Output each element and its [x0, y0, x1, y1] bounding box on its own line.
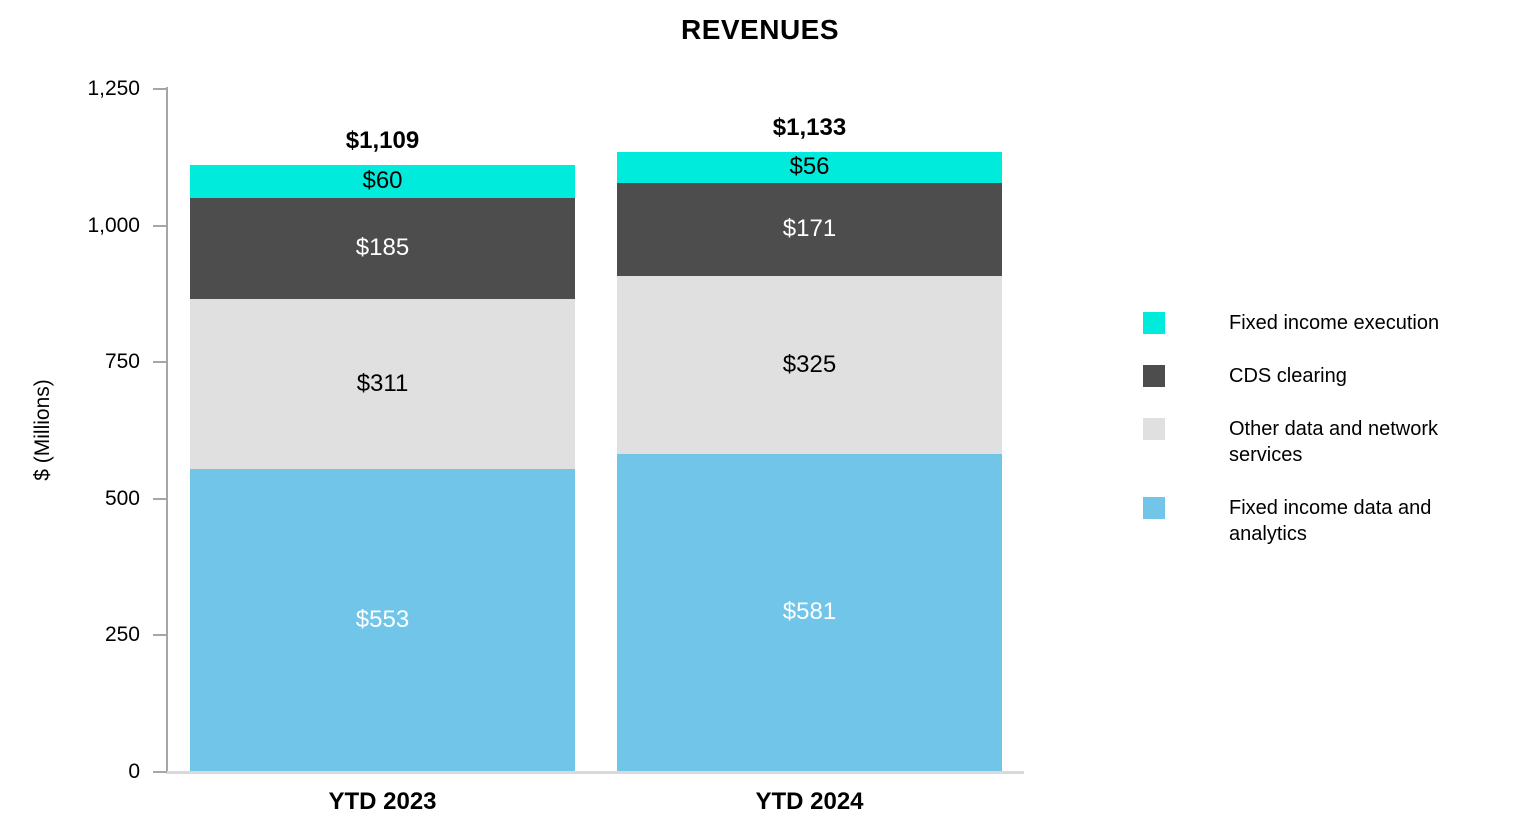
legend-item: Fixed income execution — [1143, 310, 1477, 336]
legend-label: Fixed income execution — [1229, 312, 1440, 334]
legend-item: CDS clearing — [1143, 363, 1477, 389]
bar-segment: $581 — [617, 453, 1002, 771]
x-category-label: YTD 2024 — [755, 788, 864, 815]
bar-segment: $553 — [190, 468, 575, 771]
bar-segment: $60 — [190, 165, 575, 198]
segment-value-label: $325 — [782, 350, 837, 378]
segment-value-label: $553 — [355, 605, 410, 633]
legend-swatch — [1143, 312, 1165, 334]
stacked-bar: $581 $325 $171 $56 $1,133 — [617, 0, 1002, 771]
y-tick-label: 250 — [104, 623, 140, 647]
y-tick-label: 750 — [104, 350, 140, 374]
legend-item: Fixed income data and analytics — [1143, 495, 1477, 547]
y-tick-mark — [153, 771, 167, 773]
bar-total-label: $1,133 — [772, 113, 847, 141]
legend-swatch — [1143, 497, 1165, 519]
y-tick-mark — [153, 497, 167, 500]
legend-swatch — [1143, 365, 1165, 387]
legend: Fixed income execution CDS clearing Other … — [1143, 310, 1477, 574]
y-tick-label: 1,000 — [87, 213, 140, 237]
legend-item: Other data and network services — [1143, 416, 1477, 468]
segment-value-label: $60 — [362, 167, 403, 195]
chart-title: REVENUES — [680, 14, 840, 45]
y-axis-title: $ (Millions) — [31, 379, 54, 481]
x-axis-baseline — [166, 771, 1024, 774]
segment-value-label: $311 — [356, 369, 409, 397]
y-axis-line — [166, 87, 168, 774]
segment-value-label: $171 — [782, 215, 837, 243]
legend-label: Fixed income data and analytics — [1229, 497, 1432, 545]
bar-segment: $56 — [617, 151, 1002, 183]
y-tick-mark — [153, 361, 167, 364]
bar-segment: $325 — [617, 275, 1002, 454]
bar-segment: $171 — [617, 182, 1002, 276]
y-tick-mark — [153, 634, 167, 637]
x-category-label: YTD 2023 — [328, 788, 437, 815]
stacked-bar: $553 $311 $185 $60 $1,109 — [190, 0, 575, 771]
legend-swatch — [1143, 418, 1165, 440]
y-tick-label: 500 — [104, 486, 140, 510]
y-tick-label: 0 — [128, 760, 140, 783]
y-tick-label: 1,250 — [87, 77, 140, 100]
legend-label: Other data and network services — [1229, 418, 1439, 466]
bar-segment: $311 — [190, 298, 575, 469]
y-tick-mark — [153, 224, 167, 227]
segment-value-label: $581 — [782, 598, 837, 626]
bar-total-label: $1,109 — [345, 127, 420, 155]
y-tick-mark — [153, 88, 167, 90]
segment-value-label: $56 — [789, 153, 830, 181]
legend-label: CDS clearing — [1229, 365, 1347, 387]
bar-segment: $185 — [190, 197, 575, 299]
segment-value-label: $185 — [355, 234, 410, 262]
